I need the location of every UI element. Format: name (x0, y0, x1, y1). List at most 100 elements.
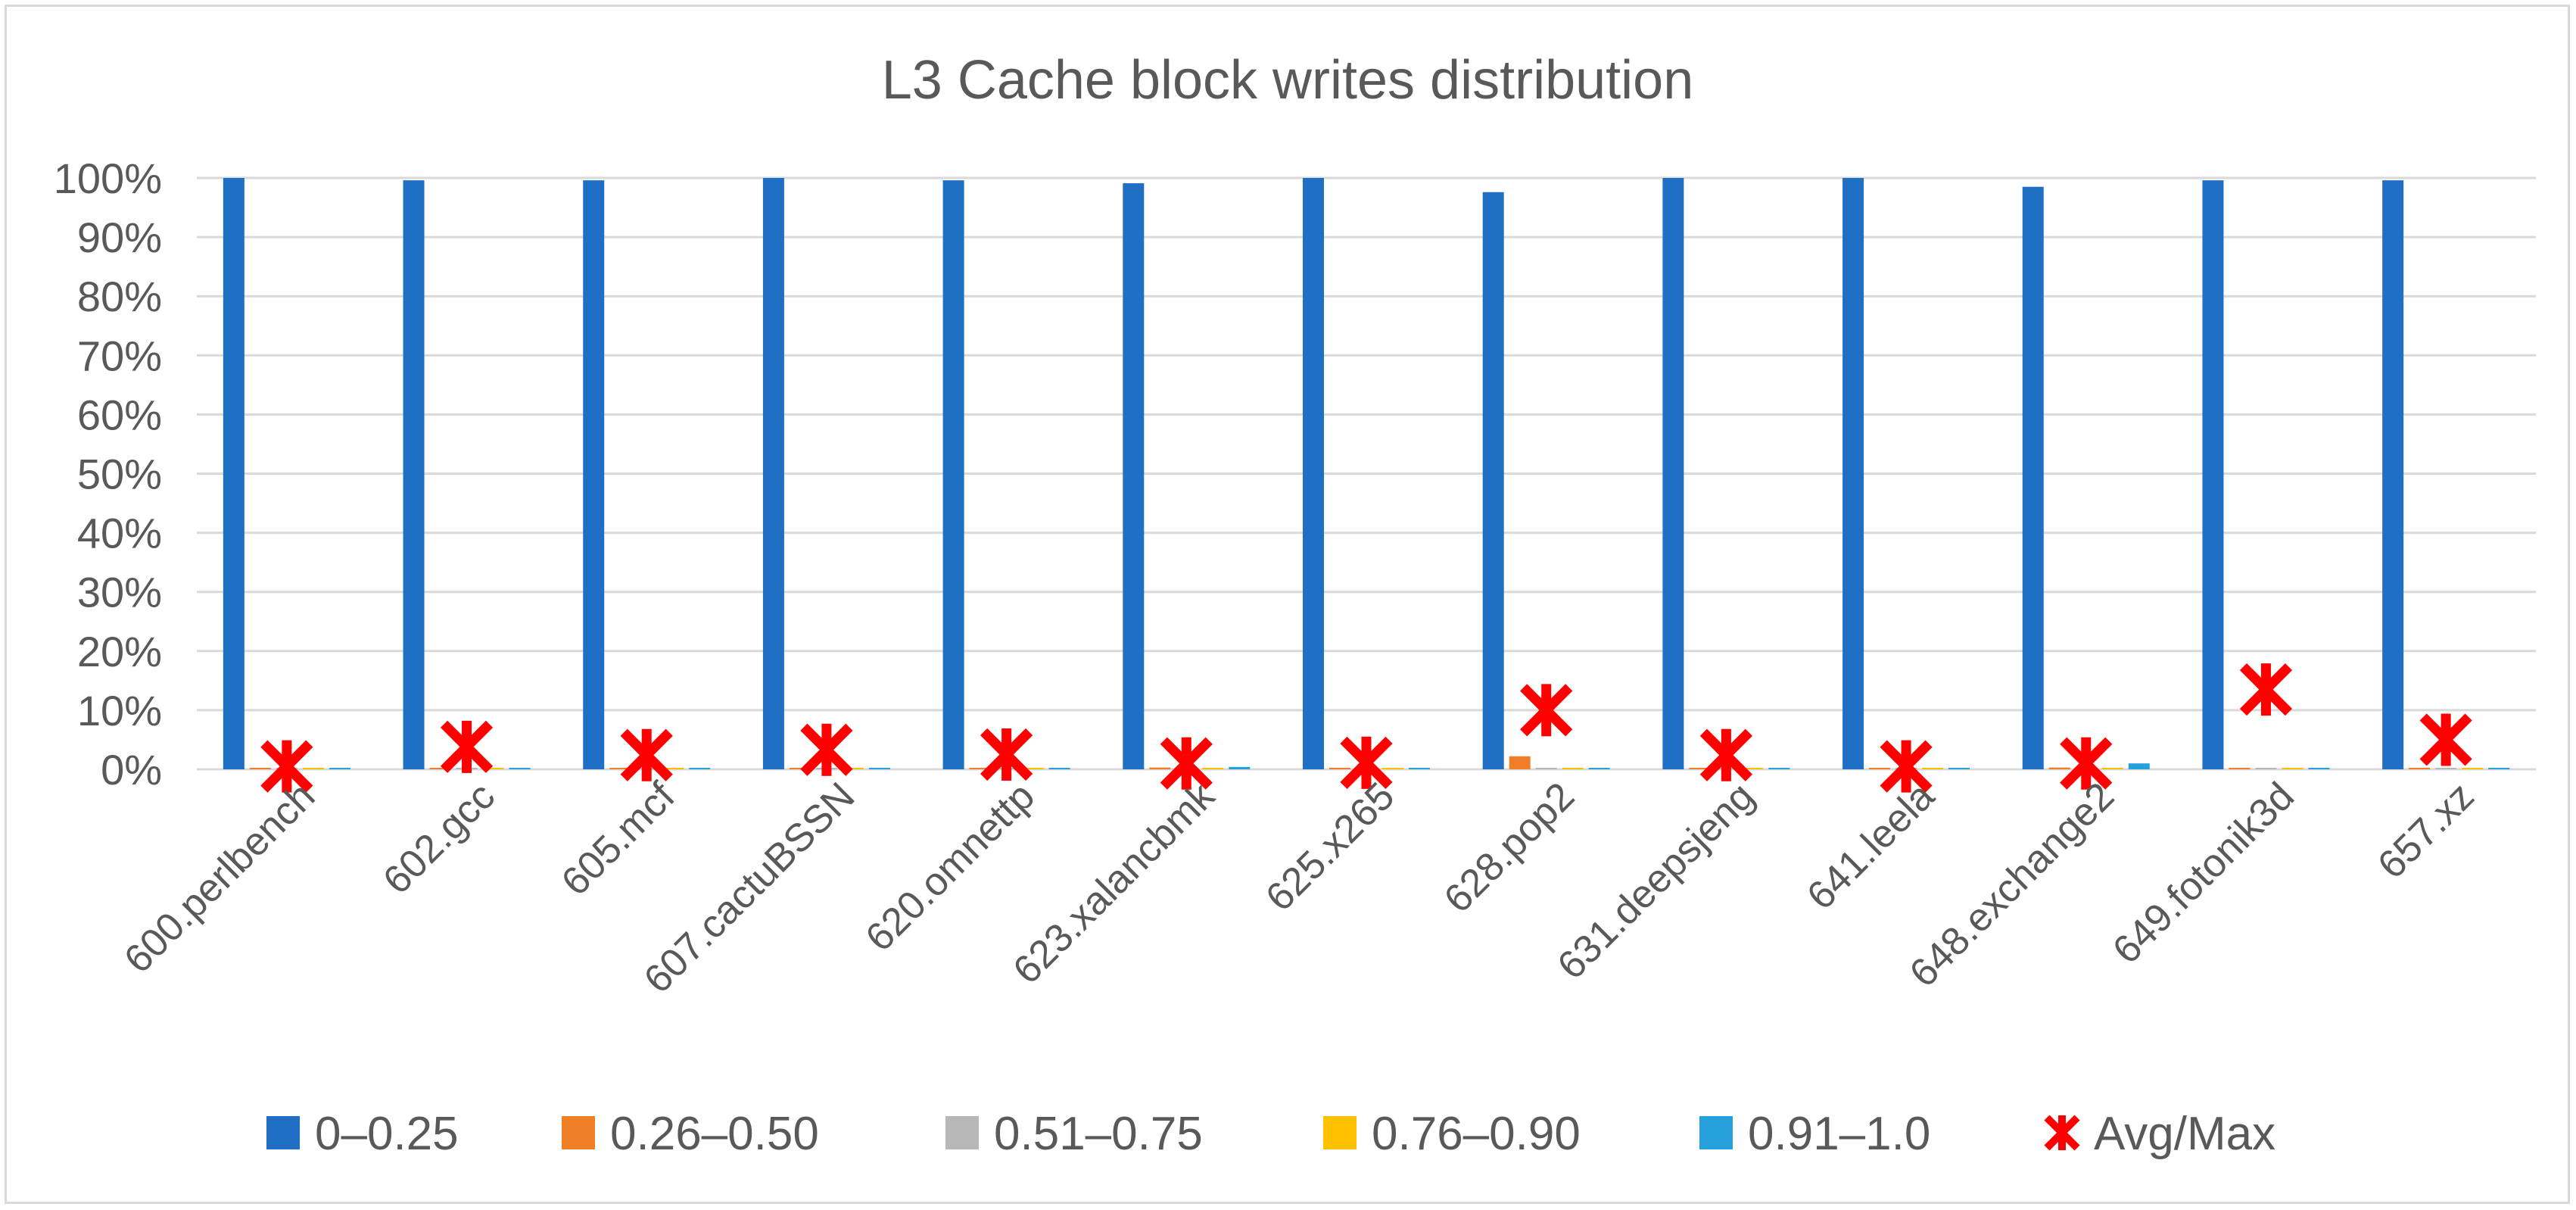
bar (1562, 768, 1584, 769)
legend-item: 0–0.25 (266, 1108, 459, 1160)
bar (1509, 756, 1531, 769)
avg-max-marker (980, 728, 1033, 781)
bar (1382, 768, 1403, 769)
bar (1022, 768, 1044, 769)
bar (2488, 768, 2510, 769)
bar (868, 768, 890, 769)
bar (509, 768, 531, 769)
legend-item: Avg/Max (2044, 1108, 2275, 1160)
y-tick-label: 10% (77, 687, 162, 734)
bar (2022, 186, 2044, 770)
bar (689, 768, 711, 769)
avg-max-marker (440, 720, 494, 773)
bar (429, 768, 451, 769)
y-tick-label: 50% (77, 451, 162, 498)
avg-max-marker (1520, 684, 1573, 737)
legend-item: 0.26–0.50 (562, 1108, 819, 1160)
bar (1123, 183, 1145, 770)
legend-swatch (1699, 1116, 1733, 1149)
bar (789, 768, 811, 769)
avg-max-marker (2239, 663, 2293, 716)
bar (223, 178, 245, 769)
bar (609, 768, 631, 769)
bar (2048, 767, 2070, 769)
bars (223, 178, 2510, 770)
bar (662, 768, 684, 769)
avg-max-marker (260, 740, 313, 793)
bar (2409, 768, 2431, 769)
x-tick-label: 620.omnettp (858, 774, 1043, 959)
avg-max-marker (1699, 728, 1752, 781)
legend-item: 0.91–1.0 (1699, 1108, 1930, 1160)
x-axis-ticks: 600.perlbench 602.gcc 605.mcf607.cactuBSSN… (116, 774, 2482, 1002)
bar (842, 768, 864, 769)
bar (1948, 768, 1970, 769)
bar (1842, 178, 1864, 769)
bar (969, 768, 991, 769)
y-tick-label: 40% (77, 510, 162, 557)
avg-max-marker (2419, 713, 2472, 766)
y-tick-label: 30% (77, 569, 162, 616)
avg-max-marker (2060, 737, 2113, 790)
avg-max-markers (260, 663, 2472, 793)
legend-swatch (945, 1116, 979, 1149)
bar (1482, 192, 1504, 769)
bar (1048, 768, 1070, 769)
x-tick-label: 600.perlbench (116, 774, 323, 981)
y-tick-label: 80% (77, 273, 162, 320)
bar (1768, 768, 1790, 769)
bar (1409, 768, 1430, 769)
bar (583, 180, 605, 769)
legend-label: 0.91–1.0 (1748, 1108, 1930, 1160)
bar (403, 180, 425, 769)
bar (2282, 768, 2303, 769)
legend-swatch (562, 1116, 595, 1149)
y-tick-label: 0% (101, 746, 162, 794)
x-tick-label: 605.mcf (553, 774, 684, 904)
gridlines (197, 176, 2536, 771)
bar (2435, 768, 2457, 769)
x-tick-label: 657.xz (2369, 774, 2482, 887)
y-tick-label: 90% (77, 214, 162, 261)
bar (1588, 768, 1610, 769)
x-tick-label: 628.pop2 (1436, 774, 1583, 921)
x-tick-label: 641.leela (1799, 774, 1942, 918)
bar (1303, 178, 1324, 769)
y-tick-label: 20% (77, 628, 162, 675)
bar (2382, 180, 2404, 769)
bar (1922, 768, 1944, 769)
bar (2101, 768, 2123, 769)
legend: 0–0.25 0.26–0.50 0.51–0.75 0.76–0.90 0.91–1.… (266, 1108, 2275, 1160)
bar (2202, 180, 2224, 769)
bar (1689, 768, 1711, 769)
bar (2229, 768, 2250, 769)
bar (942, 180, 964, 769)
bar (1869, 768, 1891, 769)
bar (1229, 766, 1251, 769)
bar (1662, 178, 1684, 769)
x-tick-label: 625.x265 (1257, 774, 1403, 919)
bar (329, 768, 350, 769)
y-tick-label: 60% (77, 391, 162, 438)
legend-item: 0.76–0.90 (1323, 1108, 1581, 1160)
avg-max-marker (800, 723, 853, 776)
legend-label: 0.26–0.50 (610, 1108, 819, 1160)
legend-label: Avg/Max (2094, 1108, 2275, 1160)
bar (2255, 768, 2277, 769)
chart-frame (5, 5, 2570, 1204)
chart-title: L3 Cache block writes distribution (882, 50, 1694, 111)
avg-max-marker (1340, 736, 1393, 790)
bar (1202, 768, 1224, 769)
bar (482, 768, 504, 769)
avg-max-marker (1880, 740, 1933, 793)
legend-swatch (1323, 1116, 1357, 1149)
avg-max-marker (620, 728, 673, 781)
bar (762, 178, 784, 769)
bar (2308, 768, 2330, 769)
y-tick-label: 100% (54, 154, 162, 202)
bar (1329, 768, 1350, 769)
legend-label: 0.76–0.90 (1372, 1108, 1581, 1160)
y-tick-label: 70% (77, 332, 162, 379)
bar (1742, 768, 1764, 769)
bar (1535, 768, 1557, 769)
